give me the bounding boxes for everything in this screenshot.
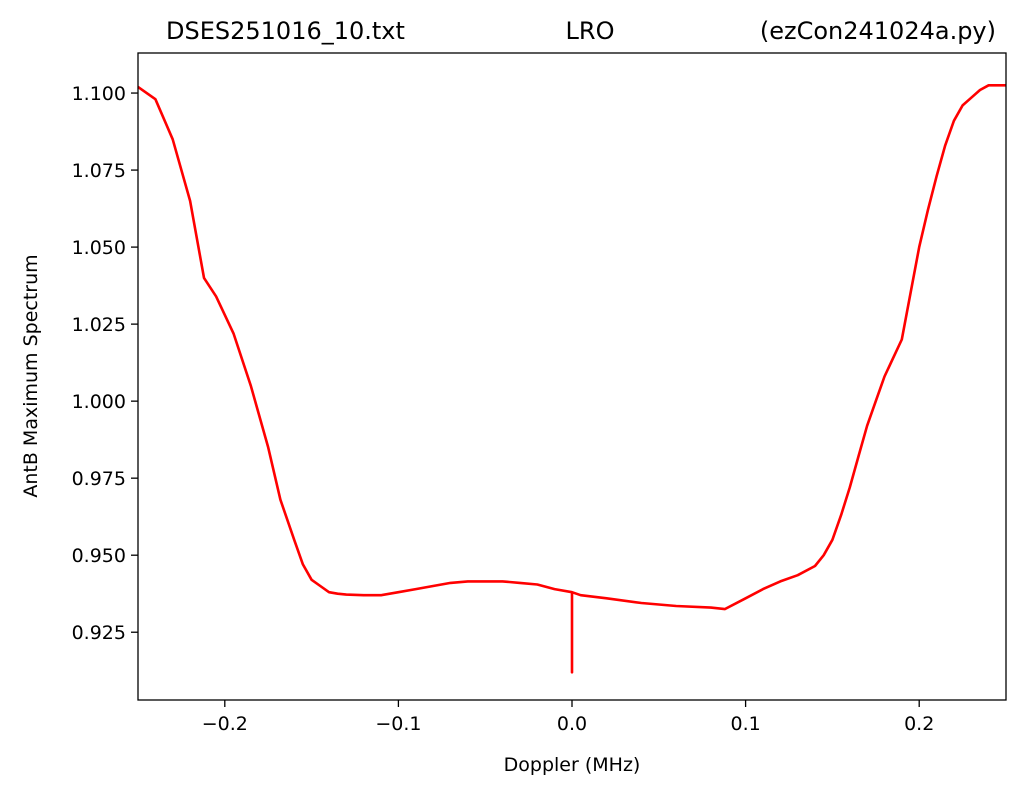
y-tick-label: 0.925 <box>72 622 126 644</box>
y-axis-label: AntB Maximum Spectrum <box>20 254 42 497</box>
y-tick-label: 0.975 <box>72 468 126 490</box>
y-axis-ticks: 0.925 0.950 0.975 1.000 1.025 1.050 1.075 1.100 <box>72 83 138 644</box>
chart-title-script: (ezCon241024a.py) <box>760 17 996 45</box>
y-tick-label: 1.050 <box>72 237 126 259</box>
plot-frame <box>137 52 1007 701</box>
x-tick-label: 0.2 <box>904 713 934 735</box>
x-tick-label: 0.0 <box>557 713 587 735</box>
y-tick-label: 0.950 <box>72 545 126 567</box>
x-axis-label: Doppler (MHz) <box>504 754 641 776</box>
x-tick-label: −0.2 <box>202 713 248 735</box>
series-line <box>137 84 1006 674</box>
y-tick-label: 1.000 <box>72 391 126 413</box>
y-tick-label: 1.100 <box>72 83 126 105</box>
x-tick-label: −0.1 <box>375 713 421 735</box>
x-tick-label: 0.1 <box>730 713 760 735</box>
y-tick-label: 1.025 <box>72 314 126 336</box>
chart-title-filename: DSES251016_10.txt <box>166 17 405 45</box>
y-tick-label: 1.075 <box>72 160 126 182</box>
x-axis-ticks: −0.2 −0.1 0.0 0.1 0.2 <box>202 700 934 735</box>
chart-title-station: LRO <box>566 17 615 45</box>
